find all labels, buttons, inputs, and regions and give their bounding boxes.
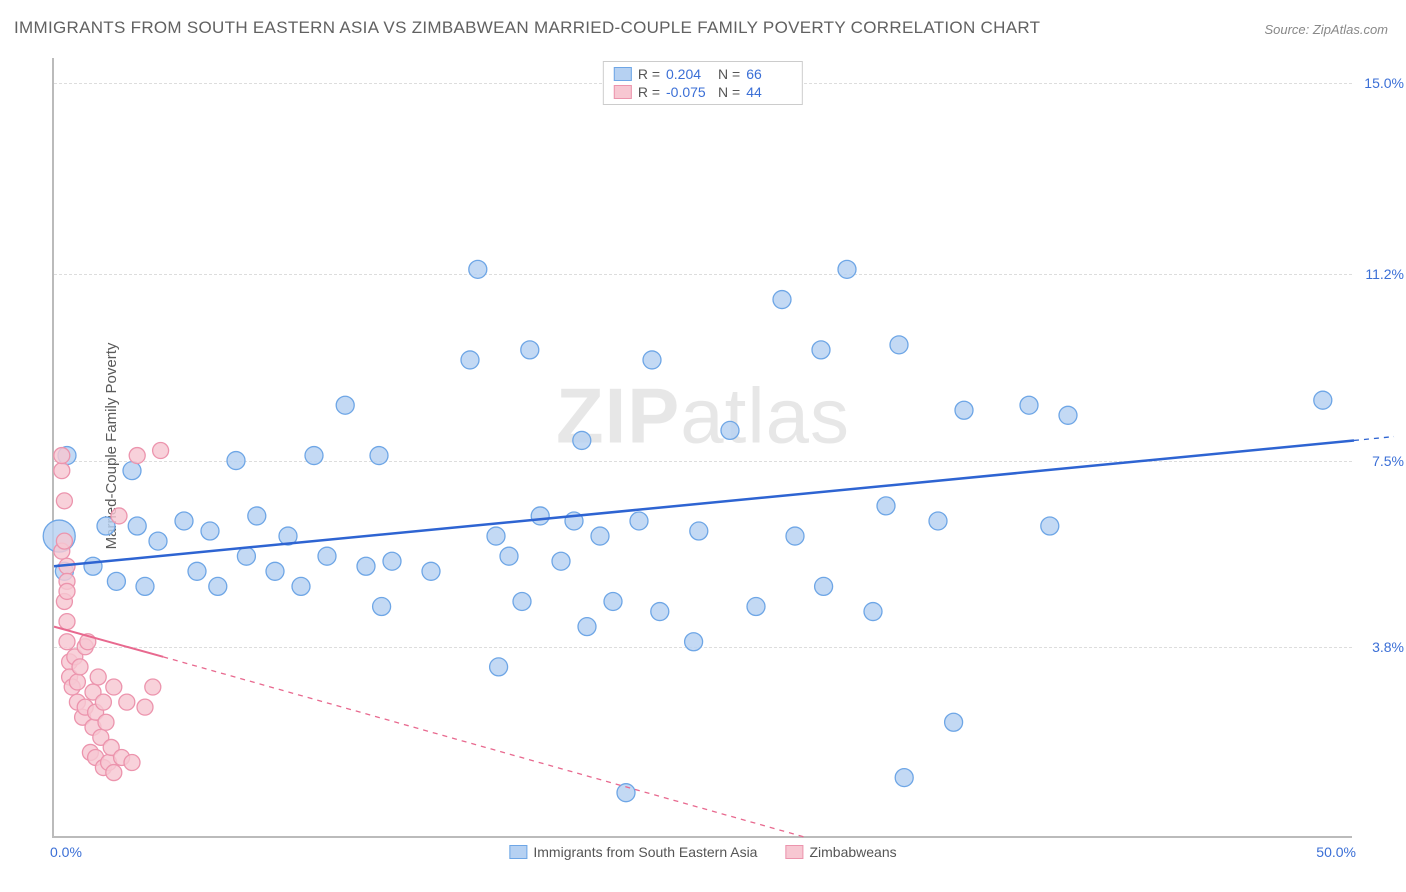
y-tick-label: 11.2% xyxy=(1365,266,1404,282)
y-tick-label: 3.8% xyxy=(1372,639,1404,655)
legend-label-b: Zimbabweans xyxy=(809,844,896,860)
stats-legend: R = 0.204 N = 66 R = -0.075 N = 44 xyxy=(603,61,803,105)
r-value-b: -0.075 xyxy=(666,84,712,100)
series-legend: Immigrants from South Eastern Asia Zimba… xyxy=(509,844,896,860)
r-value-a: 0.204 xyxy=(666,66,712,82)
y-tick-label: 7.5% xyxy=(1372,453,1404,469)
swatch-series-a-bottom xyxy=(509,845,527,859)
n-value-a: 66 xyxy=(746,66,792,82)
legend-item-series-b: Zimbabweans xyxy=(785,844,896,860)
y-tick-label: 15.0% xyxy=(1364,75,1404,91)
chart-title: IMMIGRANTS FROM SOUTH EASTERN ASIA VS ZI… xyxy=(14,18,1040,38)
plot-area: ZIPatlas 3.8%7.5%11.2%15.0% R = 0.204 N … xyxy=(52,58,1352,838)
x-tick-max: 50.0% xyxy=(1316,844,1356,860)
scatter-svg xyxy=(54,58,1352,836)
swatch-series-b-bottom xyxy=(785,845,803,859)
swatch-series-a xyxy=(614,67,632,81)
stats-row-series-a: R = 0.204 N = 66 xyxy=(614,66,792,82)
legend-label-a: Immigrants from South Eastern Asia xyxy=(533,844,757,860)
source-label: Source: ZipAtlas.com xyxy=(1264,22,1388,37)
legend-item-series-a: Immigrants from South Eastern Asia xyxy=(509,844,757,860)
x-tick-min: 0.0% xyxy=(50,844,82,860)
stats-row-series-b: R = -0.075 N = 44 xyxy=(614,84,792,100)
swatch-series-b xyxy=(614,85,632,99)
n-value-b: 44 xyxy=(746,84,792,100)
